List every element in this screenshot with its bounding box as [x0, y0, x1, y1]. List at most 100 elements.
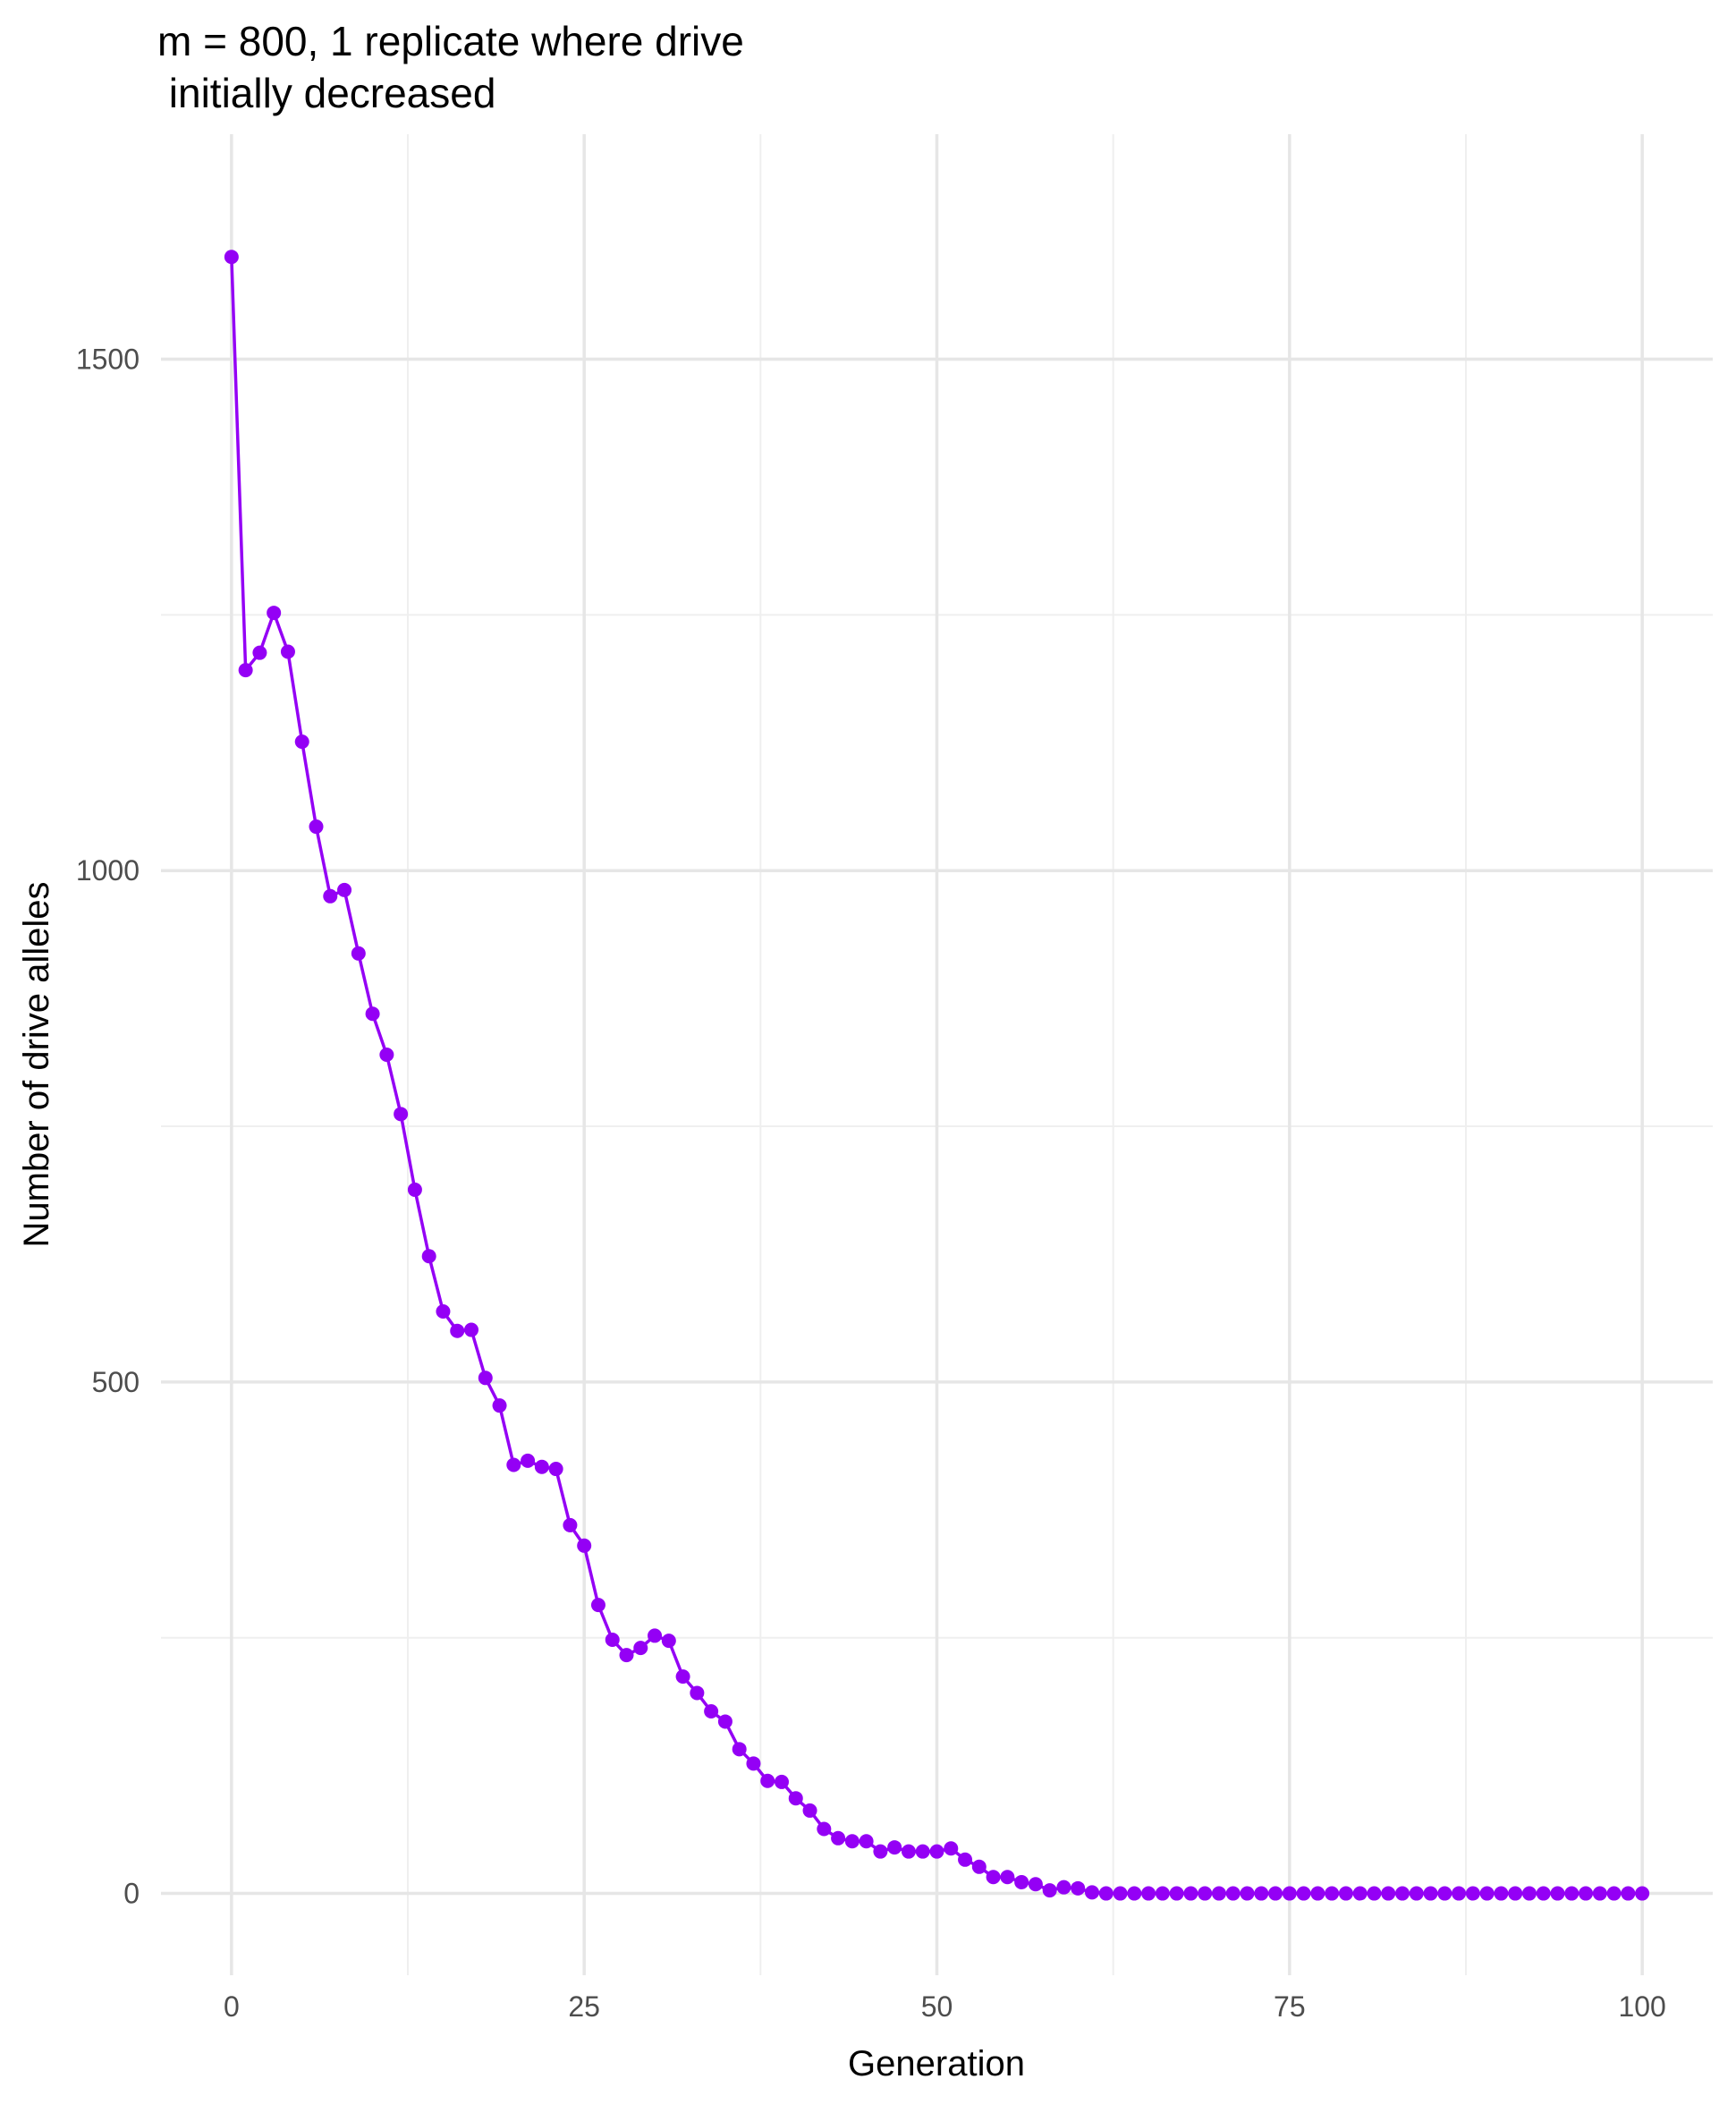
data-point — [1198, 1886, 1213, 1901]
data-point — [1423, 1886, 1438, 1901]
data-point — [859, 1834, 874, 1849]
data-point — [1296, 1886, 1311, 1901]
data-point — [788, 1791, 803, 1806]
x-tick-label: 50 — [921, 1990, 953, 2023]
data-point — [563, 1517, 578, 1532]
chart-title-line-1: m = 800, 1 replicate where drive — [157, 18, 744, 64]
data-point — [590, 1598, 605, 1613]
data-point — [831, 1830, 846, 1846]
data-point — [1113, 1886, 1128, 1901]
data-point — [1381, 1886, 1396, 1901]
data-point — [1325, 1886, 1340, 1901]
data-point — [746, 1756, 761, 1771]
data-point — [1409, 1886, 1424, 1901]
data-point — [661, 1634, 676, 1649]
data-point — [309, 819, 324, 835]
data-point — [887, 1840, 902, 1855]
data-point — [1367, 1886, 1382, 1901]
data-point — [506, 1457, 521, 1472]
data-point — [605, 1632, 620, 1647]
data-point — [294, 734, 309, 750]
data-point — [394, 1107, 409, 1122]
y-axis-title: Number of drive alleles — [17, 881, 56, 1247]
data-point — [619, 1648, 634, 1663]
data-point — [280, 644, 295, 659]
data-point — [873, 1844, 888, 1859]
data-point — [1452, 1886, 1467, 1901]
data-point — [450, 1323, 465, 1338]
data-point — [1550, 1886, 1565, 1901]
data-point — [577, 1538, 592, 1553]
data-point — [1521, 1886, 1537, 1901]
data-point — [1127, 1886, 1142, 1901]
data-point — [717, 1714, 733, 1729]
data-point — [1056, 1880, 1071, 1895]
data-point — [901, 1844, 916, 1859]
data-point — [633, 1641, 648, 1656]
data-point — [1592, 1886, 1607, 1901]
data-point — [436, 1303, 451, 1319]
x-axis-title: Generation — [848, 2044, 1025, 2083]
data-point — [1098, 1886, 1114, 1901]
data-point — [1268, 1886, 1283, 1901]
x-tick-label: 75 — [1274, 1990, 1306, 2023]
data-point — [1282, 1886, 1297, 1901]
y-tick-label: 500 — [92, 1366, 140, 1398]
data-point — [1479, 1886, 1495, 1901]
x-tick-label: 25 — [568, 1990, 600, 2023]
data-point — [1310, 1886, 1325, 1901]
data-point — [365, 1006, 380, 1022]
data-series — [224, 250, 1650, 1901]
y-axis-tick-labels: 0 500 1000 1500 — [76, 344, 140, 1910]
data-point — [267, 606, 282, 621]
data-point — [548, 1462, 563, 1477]
data-point — [1085, 1885, 1099, 1900]
data-point — [732, 1742, 747, 1757]
data-point — [1579, 1886, 1594, 1901]
data-point — [1240, 1886, 1255, 1901]
data-point — [1000, 1870, 1015, 1885]
data-point — [915, 1844, 930, 1859]
y-tick-label: 0 — [123, 1878, 140, 1910]
data-point — [478, 1370, 493, 1386]
data-point — [1042, 1883, 1057, 1898]
data-point — [337, 882, 352, 897]
data-point — [1338, 1886, 1353, 1901]
data-point — [521, 1453, 536, 1468]
data-point — [1465, 1886, 1480, 1901]
data-point — [1183, 1886, 1198, 1901]
data-point — [1437, 1886, 1452, 1901]
data-point — [1071, 1880, 1086, 1896]
data-point — [1508, 1886, 1523, 1901]
data-point — [971, 1859, 987, 1874]
data-point — [929, 1844, 944, 1859]
data-point — [958, 1852, 973, 1867]
data-point — [238, 663, 253, 678]
data-point — [775, 1774, 789, 1789]
data-point — [224, 250, 239, 265]
y-tick-label: 1000 — [76, 854, 140, 887]
data-point — [1606, 1886, 1622, 1901]
data-point — [1028, 1877, 1043, 1892]
data-point — [1621, 1886, 1636, 1901]
data-point — [944, 1841, 959, 1856]
data-point — [817, 1821, 832, 1837]
data-point — [1536, 1886, 1551, 1901]
data-point — [534, 1459, 549, 1474]
data-point — [492, 1398, 507, 1413]
data-point — [1564, 1886, 1579, 1901]
data-point — [1155, 1886, 1170, 1901]
data-point — [1635, 1886, 1650, 1901]
data-point — [407, 1182, 422, 1197]
data-point — [1352, 1886, 1368, 1901]
data-point — [421, 1249, 436, 1264]
data-point — [648, 1628, 663, 1643]
data-point — [464, 1322, 478, 1337]
data-point — [986, 1870, 1001, 1885]
data-point — [760, 1773, 775, 1788]
chart-title-line-2: initially decreased — [157, 70, 495, 116]
data-point — [379, 1048, 394, 1062]
data-point — [1494, 1886, 1509, 1901]
data-point — [844, 1834, 860, 1849]
